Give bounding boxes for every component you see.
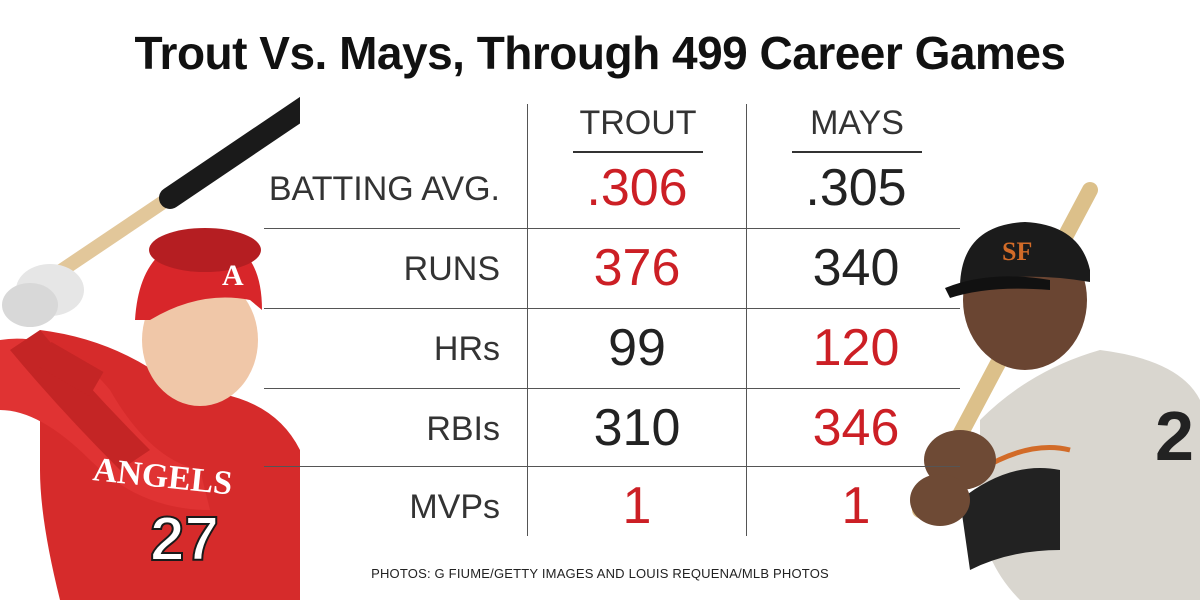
row-label: RBIs [426, 410, 500, 448]
photo-credit: PHOTOS: G FIUME/GETTY IMAGES AND LOUIS R… [371, 566, 829, 581]
mays-value: .305 [805, 159, 907, 217]
mays-value: 340 [812, 239, 900, 297]
svg-text:27: 27 [150, 505, 219, 574]
trout-value: 99 [608, 319, 666, 377]
svg-text:2: 2 [1155, 397, 1194, 475]
svg-text:SF: SF [1002, 237, 1032, 266]
row-divider [264, 228, 960, 229]
row-label: BATTING AVG. [268, 170, 500, 208]
row-divider [264, 388, 960, 389]
trout-value: 1 [622, 477, 652, 535]
column-header-mays: MAYS [792, 104, 922, 153]
table-divider-left [527, 104, 528, 536]
trout-value: .306 [586, 159, 688, 217]
row-label: MVPs [409, 488, 500, 526]
row-label: RUNS [403, 250, 500, 288]
bat-icon [33, 96, 300, 292]
trout-photo: A ANGELS 27 [0, 96, 300, 600]
column-header-trout: TROUT [573, 104, 703, 153]
mays-value: 1 [841, 477, 871, 535]
svg-text:A: A [222, 259, 244, 292]
mays-photo: SF 2 [910, 182, 1200, 600]
row-divider [264, 466, 960, 467]
trout-value: 310 [593, 399, 681, 457]
row-label: HRs [433, 330, 500, 368]
mays-value: 346 [812, 399, 900, 457]
table-divider-middle [746, 104, 747, 536]
row-divider [264, 308, 960, 309]
trout-value: 376 [593, 239, 681, 297]
page-title: Trout Vs. Mays, Through 499 Career Games [134, 27, 1067, 79]
mays-value: 120 [812, 319, 900, 377]
